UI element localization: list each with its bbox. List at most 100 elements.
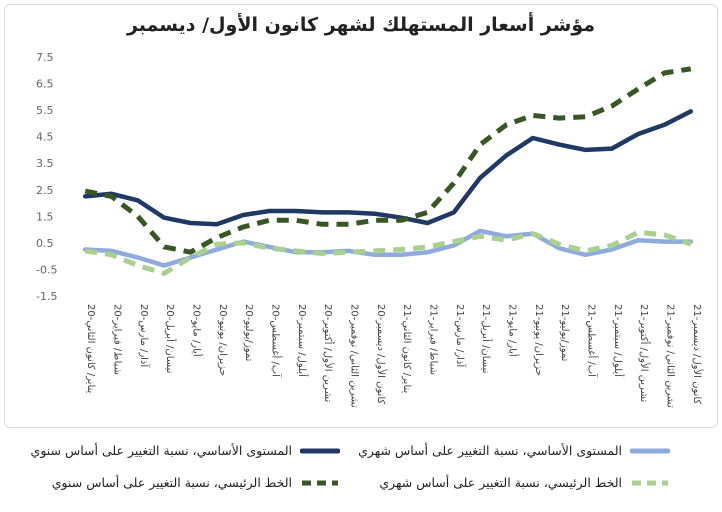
- data-point: [426, 221, 429, 224]
- data-point: [242, 214, 245, 217]
- x-tick-label: 20-تموز/يوليو: [243, 304, 254, 362]
- x-tick-label: 21-شباط/ فبراير: [428, 304, 439, 375]
- data-point: [610, 248, 613, 251]
- data-point: [610, 147, 613, 150]
- data-point: [610, 244, 613, 247]
- data-point: [163, 245, 166, 248]
- y-tick-label: 4.5: [36, 131, 54, 144]
- data-point: [663, 233, 666, 236]
- data-point: [163, 264, 166, 267]
- data-point: [426, 211, 429, 214]
- data-point: [505, 123, 508, 126]
- x-tick-label: 21-آذار/ مارس: [454, 304, 467, 368]
- x-tick-label: 20-حزيران/ يونيو: [217, 304, 228, 376]
- data-point: [558, 247, 561, 250]
- data-point: [110, 249, 113, 252]
- x-tick-label: 21-أيلول/ سبتمبر: [612, 304, 625, 377]
- data-point: [689, 67, 692, 70]
- x-tick-label: 20-نيسان/ أبريل: [164, 304, 177, 373]
- data-point: [637, 87, 640, 90]
- data-point: [637, 239, 640, 242]
- data-point: [558, 143, 561, 146]
- data-point: [136, 199, 139, 202]
- data-point: [347, 211, 350, 214]
- data-point: [294, 210, 297, 213]
- x-tick-label: 21-أيار/ مايو: [507, 304, 520, 357]
- y-tick-label: -1.5: [36, 290, 57, 303]
- legend-item: المستوى الأساسي، نسبة التغيير على أساس ش…: [358, 443, 670, 458]
- data-point: [505, 239, 508, 242]
- data-point: [189, 221, 192, 224]
- data-point: [505, 154, 508, 157]
- chart-frame: [4, 4, 718, 428]
- y-tick-label: 7.5: [36, 51, 54, 64]
- data-point: [479, 229, 482, 232]
- y-tick-label: 5.5: [36, 104, 54, 117]
- data-point: [479, 235, 482, 238]
- data-point: [268, 219, 271, 222]
- legend-label: الخط الرئيسي، نسبة التغيير على أساس سنوي: [51, 475, 292, 490]
- x-tick-label: 20-شباط/ فبراير: [112, 304, 123, 375]
- data-point: [136, 215, 139, 218]
- series-line-1: [82, 109, 694, 227]
- data-point: [136, 264, 139, 267]
- data-point: [373, 253, 376, 256]
- x-tick-label: 20-تشرين الثاني/ نوفمبر: [349, 304, 360, 408]
- legend-item: الخط الرئيسي، نسبة التغيير على أساس سنوي: [52, 475, 340, 490]
- x-tick-label: 21-تشرين الثاني/ نوفمبر: [665, 304, 676, 408]
- data-point: [163, 272, 166, 275]
- data-point: [373, 219, 376, 222]
- data-point: [163, 216, 166, 219]
- data-point: [373, 212, 376, 215]
- data-point: [321, 252, 324, 255]
- y-tick-label: 1.5: [36, 210, 54, 223]
- x-tick-label: 21-تشرين الأول/ أكتوبر: [638, 304, 651, 403]
- data-point: [479, 176, 482, 179]
- series-line-2: [82, 228, 694, 268]
- x-tick-label: 21-حزيران/ يونيو: [533, 304, 544, 376]
- data-point: [400, 248, 403, 251]
- x-tick-label: 20-أيار/ مايو: [191, 304, 204, 357]
- y-tick-label: -0.5: [36, 263, 57, 276]
- legend-swatch: [300, 448, 340, 453]
- x-tick-label: 21-نيسان/ أبريل: [480, 304, 493, 373]
- data-point: [321, 211, 324, 214]
- data-point: [215, 223, 218, 226]
- x-tick-label: 20-كانون الأول/ ديسمبر: [375, 304, 388, 404]
- data-point: [558, 243, 561, 246]
- data-point: [637, 133, 640, 136]
- legend-swatch: [302, 480, 338, 485]
- data-point: [242, 241, 245, 244]
- y-tick-label: 3.5: [36, 157, 54, 170]
- y-tick-label: 0.5: [36, 237, 54, 250]
- y-tick-label: 2.5: [36, 184, 54, 197]
- data-point: [294, 249, 297, 252]
- data-point: [531, 232, 534, 235]
- data-point: [584, 253, 587, 256]
- legend-item: الخط الرئيسي، نسبة التغيير على أساس شهري: [379, 475, 670, 490]
- data-point: [663, 240, 666, 243]
- data-point: [189, 251, 192, 254]
- data-point: [84, 195, 87, 198]
- data-point: [215, 236, 218, 239]
- legend-label: الخط الرئيسي، نسبة التغيير على أساس شهري: [379, 475, 622, 490]
- legend-item: المستوى الأساسي، نسبة التغيير على أساس س…: [31, 443, 340, 458]
- x-tick-label: 21-آب/ أغسطس: [586, 304, 599, 378]
- data-point: [215, 243, 218, 246]
- data-point: [663, 123, 666, 126]
- data-point: [689, 243, 692, 246]
- data-point: [479, 143, 482, 146]
- data-point: [215, 248, 218, 251]
- legend-swatch: [630, 448, 670, 453]
- data-point: [321, 223, 324, 226]
- x-tick-label: 20-أيلول/ سبتمبر: [296, 304, 309, 377]
- data-point: [294, 219, 297, 222]
- y-tick-label: 6.5: [36, 78, 54, 91]
- data-point: [505, 235, 508, 238]
- legend-label: المستوى الأساسي، نسبة التغيير على أساس ش…: [358, 443, 622, 458]
- series-line-4: [84, 229, 692, 276]
- legend-swatch: [632, 480, 668, 485]
- data-point: [584, 148, 587, 151]
- data-point: [268, 247, 271, 250]
- data-point: [584, 115, 587, 118]
